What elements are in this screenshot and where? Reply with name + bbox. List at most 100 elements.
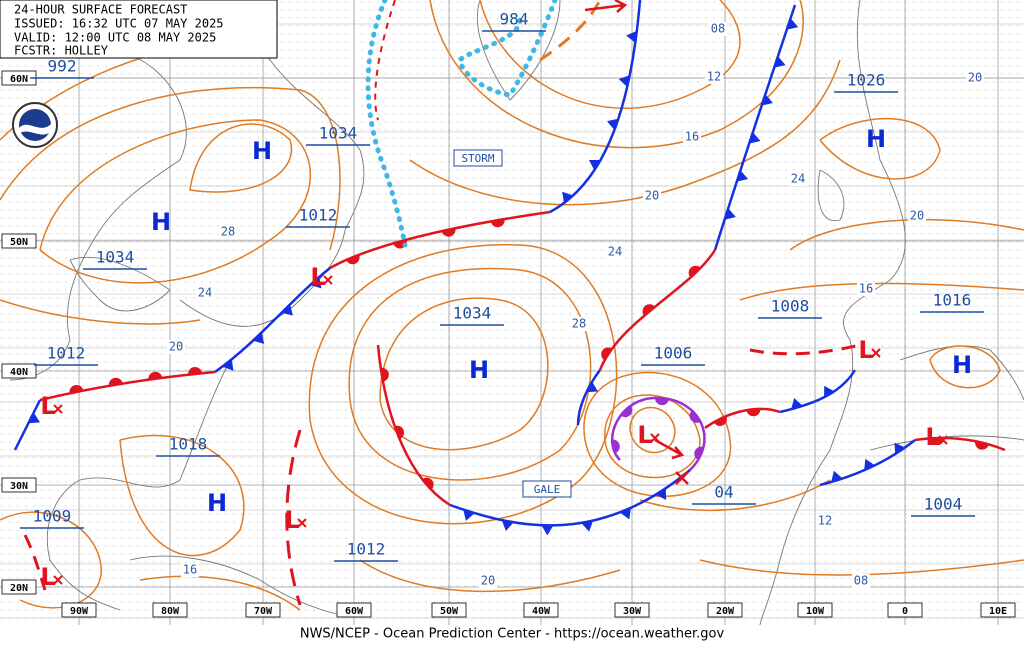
warm-front-bump (441, 228, 456, 237)
warm-front (39, 370, 216, 402)
header: 24-HOUR SURFACE FORECAST ISSUED: 16:32 U… (0, 0, 278, 59)
cold-front-barb (831, 470, 843, 483)
map-background (0, 0, 1024, 625)
longitude-label: 40W (532, 606, 551, 617)
longitude-label: 10E (989, 606, 1007, 617)
occluded-front-bump (689, 410, 701, 423)
low-cross (871, 348, 881, 358)
cold-front-barb (619, 507, 631, 520)
low-center: L (310, 263, 325, 291)
isobar-label: 16 (183, 563, 197, 577)
occluded-front-bump (611, 439, 620, 454)
cold-front-barb (774, 56, 786, 68)
pressure-label: 1034 (453, 304, 492, 323)
cold-front-barb (310, 276, 322, 289)
warm-front-bump (746, 408, 761, 417)
isobar-label: 20 (645, 189, 659, 203)
cold-front-barb (463, 509, 475, 521)
cold-front-barb (501, 520, 514, 532)
cold-front-barb (222, 359, 234, 371)
ice-edge (365, 0, 558, 248)
pressure-label: 1016 (933, 291, 972, 310)
low-cross (650, 433, 660, 443)
pressure-label: 1012 (47, 344, 86, 363)
warning-box (522, 480, 572, 498)
high-center: H (252, 137, 272, 165)
warm-front-bump (346, 254, 360, 265)
cold-front (576, 369, 602, 426)
warm-front-bump (380, 367, 389, 382)
occluded-front-bump (620, 405, 633, 418)
latitude-label: 20N (10, 583, 28, 594)
isobar-label: 20 (481, 574, 495, 588)
cold-front-barb (586, 381, 599, 393)
coastlines (9, 0, 1024, 626)
warm-front (598, 249, 717, 371)
isobar-label: 08 (854, 574, 868, 588)
motion-arrows (584, 0, 689, 485)
isobar-label-bg (167, 340, 185, 354)
occluded-front-bump (655, 397, 670, 406)
warning-box (453, 149, 503, 167)
isobar-label: 16 (685, 130, 699, 144)
labels: 60N 50N 40N 30N 20N 90W 80W 70W 60W 50W 40W 30W 20W 1… (1, 10, 1016, 618)
latitude-label: 40N (10, 367, 28, 378)
longitude-label: 0 (902, 606, 908, 617)
high-center: H (952, 351, 972, 379)
lon-label-box (245, 602, 281, 618)
longitude-label: 70W (254, 606, 273, 617)
lon-label-box (152, 602, 188, 618)
pressure-label: 1006 (654, 344, 693, 363)
troughs (23, 0, 861, 606)
isobar-label-bg (852, 574, 870, 588)
cold-front (449, 469, 691, 527)
warm-front (914, 436, 1006, 452)
isobar-label-bg (606, 245, 624, 259)
fronts (13, 0, 1006, 536)
cold-front-barb (724, 208, 736, 220)
cold-front-barb (894, 442, 906, 455)
cold-front-barb (562, 191, 574, 204)
cold-front-barb (581, 520, 594, 532)
isobar-label: 24 (608, 245, 622, 259)
header-line: 24-HOUR SURFACE FORECAST (14, 3, 187, 17)
isobar-label-bg (705, 70, 723, 84)
low-cross (323, 275, 333, 285)
cold-front-barb (791, 398, 803, 410)
lon-label-box (336, 602, 372, 618)
lon-label-box (523, 602, 559, 618)
cold-front-barb (541, 525, 554, 536)
isobar-label: 16 (859, 282, 873, 296)
cold-front-barb (626, 30, 637, 43)
warm-front-bump (688, 265, 701, 278)
cold-front-barb (749, 132, 761, 144)
isobar-label: 12 (818, 514, 832, 528)
isobar-label-bg (709, 22, 727, 36)
pressure-label: 984 (500, 10, 529, 29)
cold-front-barb (618, 75, 630, 87)
pressure-label: 1034 (96, 248, 135, 267)
pressure-label: 1004 (924, 495, 963, 514)
cold-front-barb (281, 304, 293, 316)
cold-front-barb (786, 18, 799, 30)
high-center: H (866, 125, 886, 153)
longitude-label: 90W (70, 606, 89, 617)
isobar-label: 20 (968, 71, 982, 85)
header-box (0, 0, 278, 59)
longitude-label: 30W (623, 606, 642, 617)
warm-front-bump (394, 425, 405, 440)
isobar-label-bg (789, 172, 807, 186)
pressure-label: 1012 (299, 206, 338, 225)
low-cross (297, 518, 307, 528)
cold-front-barb (824, 385, 835, 398)
cold-front-barb (252, 332, 265, 344)
isobar-label-bg (570, 317, 588, 331)
lon-label-box (797, 602, 833, 618)
longitude-label: 50W (440, 606, 459, 617)
lat-label-box (1, 363, 37, 379)
cold-front-barb (28, 412, 40, 424)
footer-credit: NWS/NCEP - Ocean Prediction Center - htt… (300, 627, 725, 642)
high-center: H (469, 356, 489, 384)
pressure-label: 1012 (347, 540, 386, 559)
